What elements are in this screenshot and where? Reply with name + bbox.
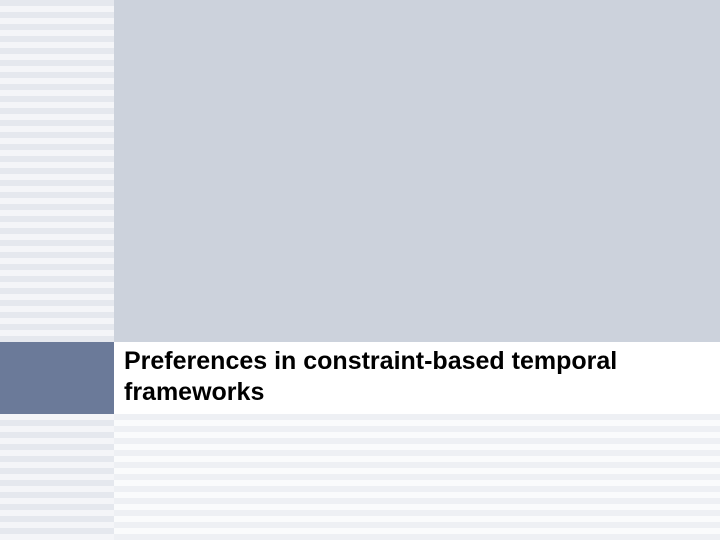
top-background-block xyxy=(114,0,720,342)
slide-title: Preferences in constraint-based temporal… xyxy=(124,346,710,409)
bottom-stripe-area xyxy=(114,414,720,540)
slide: Preferences in constraint-based temporal… xyxy=(0,0,720,540)
title-box: Preferences in constraint-based temporal… xyxy=(114,342,720,414)
left-stripe-column xyxy=(0,0,114,540)
